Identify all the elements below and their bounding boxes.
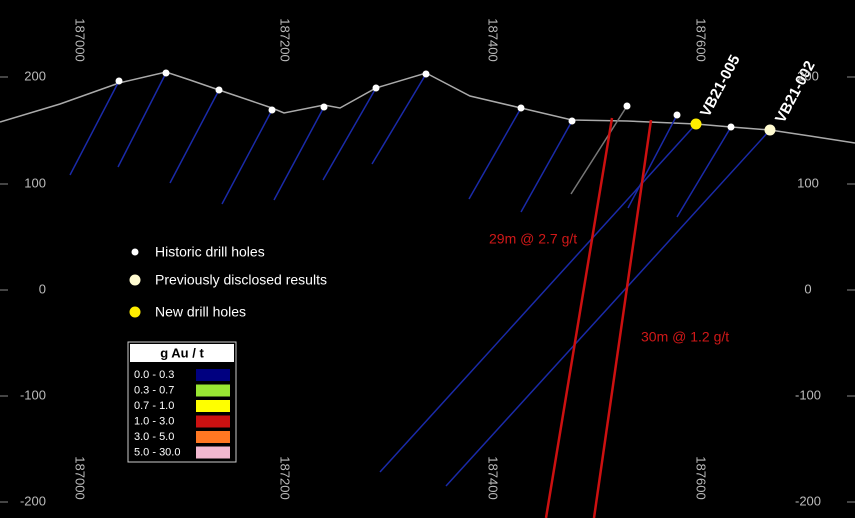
y-label-right: -200 [795,493,821,508]
legend-label: New drill holes [155,304,246,320]
intercept-label: 30m @ 1.2 g/t [641,329,729,345]
grade-label: 5.0 - 30.0 [134,446,180,458]
y-label-left: 100 [24,175,46,190]
grade-swatch [196,431,230,443]
previous-collar [764,124,776,136]
legend-marker [129,274,141,286]
y-label-right: -100 [795,387,821,402]
y-label-left: 0 [39,281,46,296]
drill-trace-grey [570,105,628,195]
legend-label: Historic drill holes [155,244,265,260]
x-label-top: 187200 [278,18,293,61]
tick-marks [0,76,855,503]
grade-label: 0.0 - 0.3 [134,369,174,381]
x-label-bottom: 187200 [278,456,293,499]
grade-swatch [196,415,230,428]
grade-swatch [196,369,230,381]
x-label-bottom: 187400 [486,456,501,499]
legend-marker [131,248,139,256]
y-label-left: 200 [24,68,46,83]
grade-title: g Au / t [160,345,204,360]
grade-label: 1.0 - 3.0 [134,415,174,427]
legend-label: Previously disclosed results [155,272,327,288]
x-label-bottom: 187000 [73,456,88,499]
y-label-left: -100 [20,387,46,402]
grade-label: 0.3 - 0.7 [134,384,174,396]
historic-collars [115,69,735,131]
intercept-label: 29m @ 2.7 g/t [489,231,577,247]
y-label-right: 100 [797,175,819,190]
grade-swatch [196,384,230,397]
grade-label: 0.7 - 1.0 [134,400,174,412]
y-label-left: -200 [20,493,46,508]
x-label-top: 187600 [694,18,709,61]
grade-legend: g Au / t 0.0 - 0.3 0.3 - 0.7 0.7 - 1.0 1.0 … [127,341,237,463]
grade-title-band [130,344,234,362]
grade-label: 3.0 - 5.0 [134,431,174,443]
x-label-top: 187000 [73,18,88,61]
grade-swatch [196,446,230,459]
new-collar [690,118,702,130]
grade-swatch [196,400,230,412]
y-label-right: 0 [804,281,811,296]
x-label-bottom: 187600 [694,456,709,499]
legend-marker [129,306,141,318]
x-label-top: 187400 [486,18,501,61]
ore-envelope [544,117,653,518]
y-label-right: 200 [797,68,819,83]
